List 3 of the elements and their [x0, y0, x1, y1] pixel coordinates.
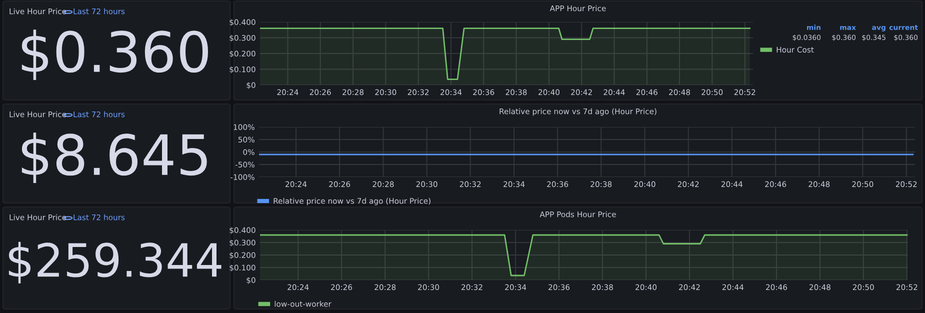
text: $0.360	[22, 30, 208, 80]
text: $259.344	[8, 242, 222, 284]
text: $8.645	[22, 132, 207, 183]
